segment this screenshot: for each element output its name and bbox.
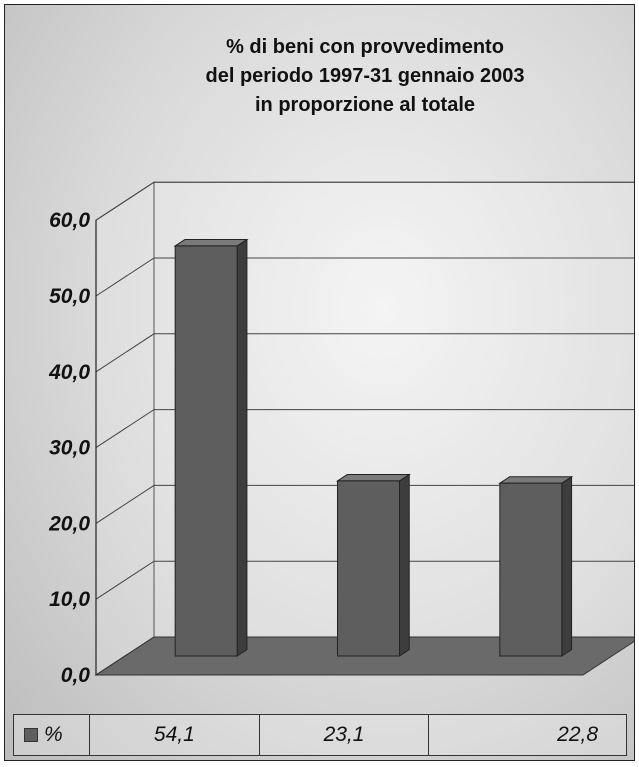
chart-title: % di beni con provvedimento del periodo … — [155, 33, 575, 120]
y-tick-label: 30,0 — [49, 437, 90, 460]
y-tick-label: 0,0 — [61, 664, 91, 687]
gridline — [95, 484, 634, 524]
y-tick-label: 20,0 — [48, 512, 90, 535]
y-tick-label: 40,0 — [48, 361, 90, 384]
chart-title-line-2: del periodo 1997-31 gennaio 2003 — [205, 65, 525, 87]
y-tick-label: 50,0 — [49, 285, 90, 308]
table-value-3: 22,8 — [557, 723, 599, 746]
y-tick-label: 10,0 — [49, 588, 90, 611]
gridline — [95, 560, 634, 600]
legend-swatch — [24, 728, 38, 742]
bar-top — [173, 239, 249, 247]
bar — [499, 482, 563, 657]
bar-chart-3d: 0,0 10,0 20,0 30,0 40,0 50,0 60,0 — [48, 181, 634, 687]
table-value-1: 54,1 — [90, 715, 260, 755]
gridline — [95, 257, 634, 297]
legend-cell: % — [14, 715, 90, 755]
bar-top — [335, 474, 411, 482]
y-tick-label: 60,0 — [49, 209, 90, 232]
bar-side — [399, 473, 410, 657]
chart-frame: % di beni con provvedimento del periodo … — [4, 4, 635, 761]
bar — [174, 245, 238, 657]
chart-title-line-3: in proporzione al totale — [254, 94, 475, 116]
bar — [337, 480, 400, 657]
gridline — [95, 181, 634, 221]
bar-top — [498, 476, 574, 484]
chart-title-line-1: % di beni con provvedimento — [226, 36, 504, 58]
table-value-2: 23,1 — [260, 715, 430, 755]
bar-side — [236, 238, 248, 657]
legend-label: % — [44, 723, 63, 746]
gridline — [95, 409, 634, 449]
data-table: % 54,1 23,1 22,8 — [13, 714, 627, 756]
bar-side — [561, 475, 573, 657]
gridline — [95, 333, 634, 373]
